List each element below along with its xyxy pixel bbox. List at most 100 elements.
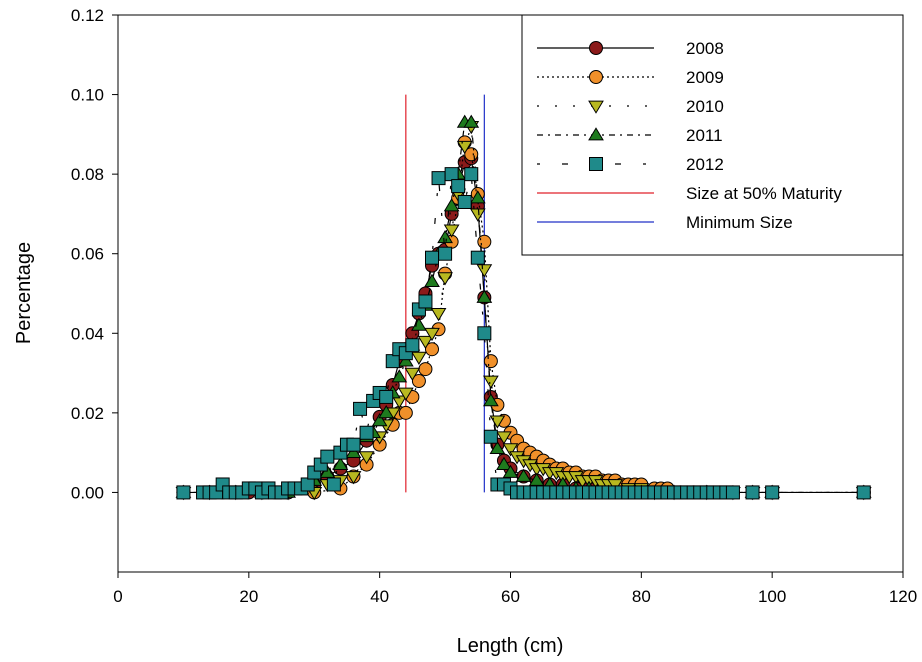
data-point <box>437 230 453 244</box>
data-point <box>391 369 408 383</box>
data-point <box>417 335 434 350</box>
data-point <box>398 405 413 420</box>
legend-entry: 2009 <box>537 68 724 87</box>
data-point <box>385 354 400 369</box>
data-point <box>451 179 466 194</box>
data-point <box>300 477 315 492</box>
data-point <box>411 317 427 331</box>
legend-marker <box>589 41 603 55</box>
data-point <box>430 308 447 322</box>
data-point <box>332 456 349 470</box>
x-tick-label: 60 <box>501 587 520 606</box>
data-point <box>515 468 532 482</box>
data-point <box>489 440 506 455</box>
data-point <box>443 224 460 238</box>
data-point <box>345 471 362 485</box>
data-point <box>444 167 459 182</box>
data-point <box>391 395 408 409</box>
legend-entry: 2010 <box>537 97 724 116</box>
legend-entry: Minimum Size <box>537 213 793 232</box>
data-point <box>424 327 440 342</box>
y-tick-label: 0.12 <box>71 6 104 25</box>
series-layer <box>175 114 872 501</box>
series-2012 <box>176 167 871 500</box>
data-point <box>411 351 427 365</box>
x-tick-label: 120 <box>889 587 917 606</box>
x-tick-label: 100 <box>758 587 786 606</box>
data-point <box>470 250 485 265</box>
x-tick-label: 40 <box>370 587 389 606</box>
data-point <box>425 342 439 357</box>
data-point <box>418 294 433 309</box>
data-point <box>437 272 453 286</box>
data-point <box>496 456 512 470</box>
data-point <box>379 389 394 404</box>
legend-label: 2009 <box>686 68 724 87</box>
data-point <box>476 289 493 303</box>
data-point <box>431 171 446 186</box>
legend-label: 2012 <box>686 155 724 174</box>
data-point <box>456 140 473 155</box>
data-point <box>358 451 375 465</box>
legend-label: Minimum Size <box>686 213 793 232</box>
y-tick-label: 0.10 <box>71 86 104 105</box>
y-axis: 0.00 0.02 0.04 0.06 0.08 0.10 0.12 <box>71 6 118 502</box>
data-point <box>378 405 395 419</box>
data-point <box>483 429 498 444</box>
y-tick-label: 0.04 <box>71 324 104 343</box>
legend: 2008 2009 2010 2011 2012 Size at 50% Maturity… <box>521 14 904 256</box>
legend-label: 2011 <box>686 126 723 145</box>
y-tick-label: 0.06 <box>71 245 104 264</box>
data-point <box>745 485 760 500</box>
legend-entry: 2011 <box>537 126 723 145</box>
data-point <box>438 246 453 261</box>
data-point <box>176 485 191 500</box>
legend-marker <box>588 127 604 141</box>
x-axis: 0 20 40 60 80 100 120 <box>113 572 917 606</box>
data-point <box>418 362 433 377</box>
data-point <box>463 114 480 128</box>
data-point <box>397 387 414 401</box>
legend-label: 2010 <box>686 97 724 116</box>
data-point <box>477 234 492 249</box>
data-point <box>482 393 499 407</box>
y-tick-label: 0.08 <box>71 165 104 184</box>
data-point <box>371 413 388 427</box>
data-point <box>405 338 420 353</box>
data-point <box>469 190 486 204</box>
data-point <box>856 485 871 500</box>
y-tick-label: 0.02 <box>71 404 104 423</box>
data-point <box>404 367 421 381</box>
legend-marker <box>588 100 604 114</box>
data-point <box>528 472 545 486</box>
y-axis-label: Percentage <box>13 242 35 344</box>
legend-entry: Size at 50% Maturity <box>537 184 842 203</box>
x-axis-label: Length (cm) <box>457 635 564 657</box>
legend-entry: 2008 <box>537 39 724 58</box>
legend-entry: 2012 <box>537 155 724 174</box>
data-point <box>425 250 439 265</box>
data-point <box>502 464 519 478</box>
legend-label: Size at 50% Maturity <box>686 184 842 203</box>
legend-marker <box>589 70 603 84</box>
data-point <box>482 375 499 389</box>
data-point <box>476 264 493 278</box>
data-point <box>353 401 368 416</box>
data-point <box>496 431 512 445</box>
data-point <box>411 374 426 389</box>
data-point <box>346 437 361 452</box>
data-point <box>320 449 335 464</box>
y-tick-label: 0.00 <box>71 483 104 502</box>
x-tick-label: 80 <box>632 587 651 606</box>
data-point <box>469 208 486 222</box>
data-point <box>457 194 472 209</box>
x-tick-label: 0 <box>113 587 122 606</box>
x-tick-label: 20 <box>239 587 258 606</box>
data-point <box>502 443 519 457</box>
data-point <box>477 326 492 341</box>
data-point <box>359 425 374 440</box>
data-point <box>464 167 479 182</box>
legend-marker <box>589 157 603 171</box>
data-point <box>326 477 341 492</box>
